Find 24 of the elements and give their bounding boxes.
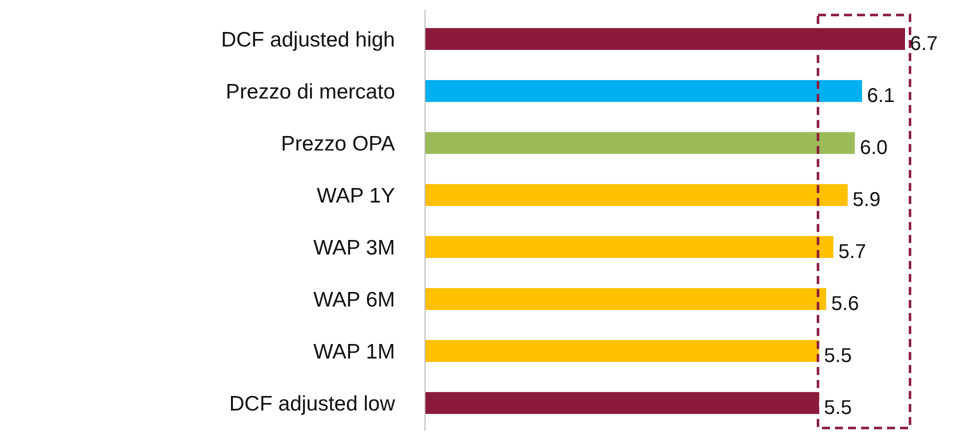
data-label: 5.9 — [852, 189, 880, 211]
y-tick-label: Prezzo OPA — [281, 132, 395, 156]
bar — [425, 392, 820, 414]
data-label: 6.1 — [867, 85, 895, 107]
bar — [425, 288, 826, 310]
y-tick-label: WAP 1M — [313, 340, 395, 364]
data-label: 5.5 — [824, 345, 852, 367]
bar — [425, 28, 905, 50]
y-tick-label: WAP 6M — [313, 288, 395, 312]
data-label: 6.7 — [910, 33, 938, 55]
bar — [425, 184, 848, 206]
y-tick-label: DCF adjusted high — [221, 28, 395, 52]
y-tick-label: WAP 3M — [313, 236, 395, 260]
data-label: 6.0 — [860, 137, 888, 159]
bar — [425, 340, 820, 362]
bar — [425, 236, 834, 258]
data-label: 5.5 — [824, 397, 852, 419]
bar — [425, 132, 855, 154]
data-label: 5.7 — [838, 241, 866, 263]
y-tick-label: Prezzo di mercato — [226, 80, 395, 104]
y-tick-label: DCF adjusted low — [229, 392, 396, 416]
data-label: 5.6 — [831, 293, 860, 315]
y-tick-label: WAP 1Y — [316, 184, 395, 208]
bar — [425, 80, 862, 102]
